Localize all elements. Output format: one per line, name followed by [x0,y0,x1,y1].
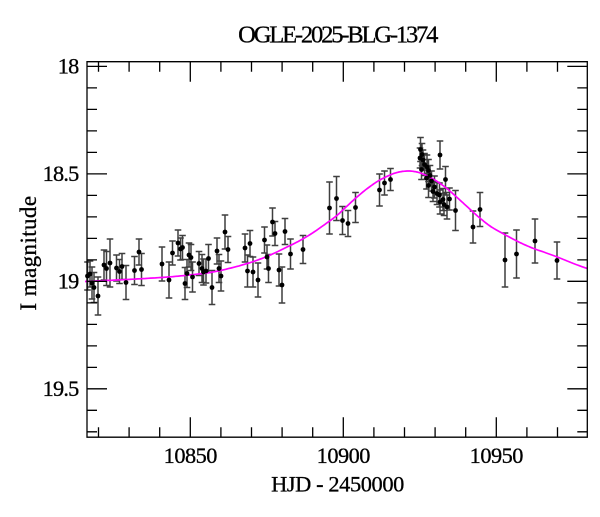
svg-text:HJD - 2450000: HJD - 2450000 [271,472,404,497]
svg-text:19: 19 [58,269,79,294]
svg-text:OGLE-2025-BLG-1374: OGLE-2025-BLG-1374 [238,21,438,48]
svg-text:18.5: 18.5 [43,161,79,186]
svg-text:10950: 10950 [470,443,524,468]
svg-text:19.5: 19.5 [43,376,79,401]
svg-text:18: 18 [58,54,79,79]
svg-text:I magnitude: I magnitude [16,196,41,311]
svg-text:10900: 10900 [317,443,371,468]
svg-text:10850: 10850 [164,443,218,468]
